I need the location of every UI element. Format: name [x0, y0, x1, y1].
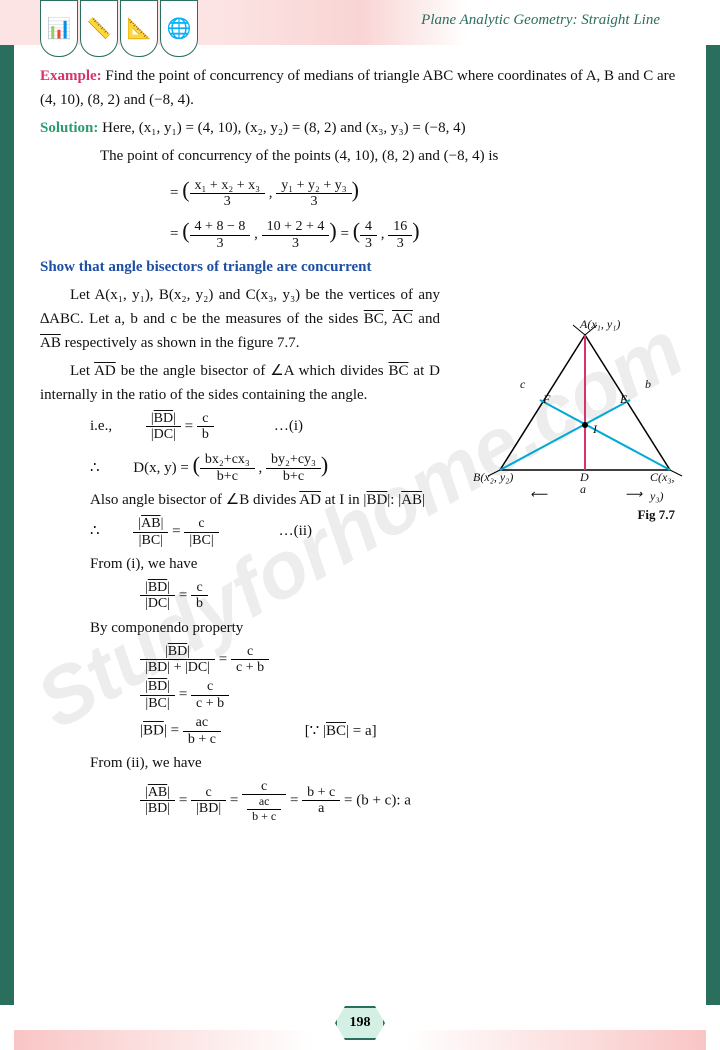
figure-caption: Fig 7.7 — [637, 505, 675, 526]
example-label: Example: — [40, 68, 102, 84]
page-number: 198 — [335, 1006, 385, 1040]
eq-bd-dc: |BD||DC| = cb — [40, 580, 680, 612]
chapter-title: Plane Analytic Geometry: Straight Line — [421, 12, 660, 29]
subheading: Show that angle bisectors of triangle ar… — [40, 255, 680, 279]
solution-label: Solution: — [40, 120, 98, 136]
eq-bd: |BD| = acb + c [∵ |BC| = a] — [40, 715, 680, 747]
solution-line: Solution: Here, (x₁, y₁) = (4, 10), (x₂,… — [40, 116, 680, 140]
example-line: Example: Find the point of concurrency o… — [40, 64, 680, 112]
from-ii: From (ii), we have — [40, 751, 680, 775]
paragraph-2: Let AD be the angle bisector of ∠A which… — [40, 359, 440, 407]
footer-deco-right — [406, 1030, 706, 1050]
concurrency-text: The point of concurrency of the points (… — [40, 144, 680, 168]
eq-final: |AB||BD| = c|BD| = cacb + c = b + ca = (… — [40, 779, 680, 823]
from-i: From (i), we have — [40, 552, 680, 576]
footer-deco-left — [14, 1030, 314, 1050]
eq-comp1: |BD||BD| + |DC| = cc + b — [40, 644, 680, 676]
eq-ii: ∴ |AB||BC| = c|BC|…(ii) — [40, 516, 680, 548]
formula-1: = (x₁ + x₂ + x₃3 , y₁ + y₂ + y₃3) — [40, 172, 680, 209]
page-content: Example: Find the point of concurrency o… — [0, 45, 720, 823]
eq-comp2: |BD||BC| = cc + b — [40, 679, 680, 711]
page-footer: 198 — [0, 1000, 720, 1050]
figure-triangle: A(x₁, y₁) B(x₂, y₂) C(x₃, y₃) D E F I a … — [485, 320, 685, 510]
formula-2: = (4 + 8 − 83 , 10 + 2 + 43) = (43 , 163… — [40, 213, 680, 250]
componendo: By componendo property — [40, 616, 680, 640]
paragraph-1: Let A(x₁, y₁), B(x₂, y₂) and C(x₃, y₃) b… — [40, 283, 440, 355]
